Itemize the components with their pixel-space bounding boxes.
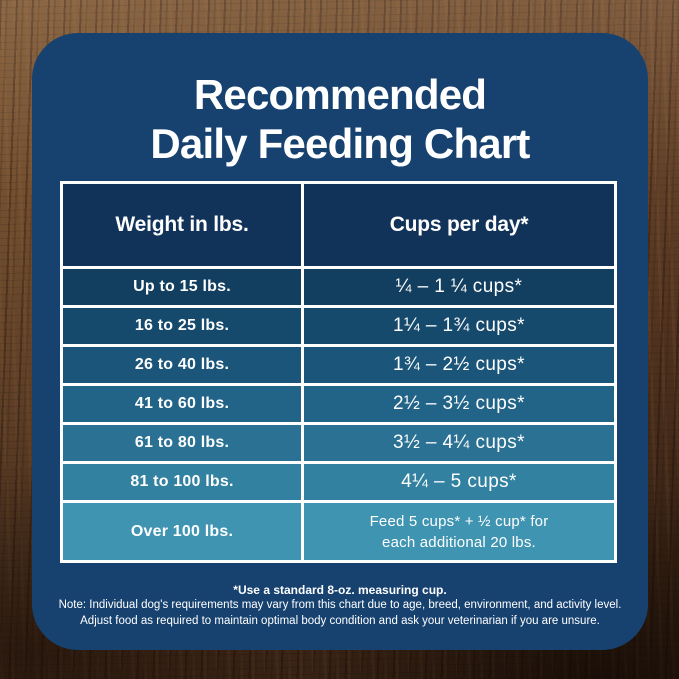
- cups-cell: ¼ – 1 ¼ cups*: [304, 269, 614, 305]
- cups-cell: 3½ – 4¼ cups*: [304, 425, 614, 461]
- cups-cell: Feed 5 cups* + ½ cup* for each additiona…: [304, 503, 614, 560]
- cups-cell: 1¼ – 1¾ cups*: [304, 308, 614, 344]
- header-weight-cell: Weight in lbs.: [63, 184, 301, 266]
- cups-cell-text: Feed 5 cups* + ½ cup* for each additiona…: [370, 511, 549, 553]
- cups-cell: 4¼ – 5 cups*: [304, 464, 614, 500]
- weight-cell: 81 to 100 lbs.: [63, 464, 301, 500]
- feeding-chart-panel: Recommended Daily Feeding Chart Weight i…: [32, 33, 648, 650]
- cups-cell: 1¾ – 2½ cups*: [304, 347, 614, 383]
- weight-cell: Up to 15 lbs.: [63, 269, 301, 305]
- weight-cell: Over 100 lbs.: [63, 503, 301, 560]
- weight-cell: 26 to 40 lbs.: [63, 347, 301, 383]
- footnotes: *Use a standard 8-oz. measuring cup. Not…: [32, 582, 648, 629]
- title-line-2: Daily Feeding Chart: [150, 120, 530, 167]
- title-line-1: Recommended: [193, 71, 487, 118]
- feeding-table: Weight in lbs. Cups per day* Up to 15 lb…: [60, 181, 617, 563]
- header-cups-cell: Cups per day*: [304, 184, 614, 266]
- weight-cell: 16 to 25 lbs.: [63, 308, 301, 344]
- footnote-measuring-cup: *Use a standard 8-oz. measuring cup.: [233, 583, 447, 597]
- weight-cell: 41 to 60 lbs.: [63, 386, 301, 422]
- cups-line-1: Feed 5 cups* + ½ cup* for: [369, 512, 549, 530]
- cups-line-2: each additional 20 lbs.: [382, 533, 536, 551]
- weight-cell: 61 to 80 lbs.: [63, 425, 301, 461]
- footnote-note: Note: Individual dog's requirements may …: [58, 599, 622, 611]
- chart-title: Recommended Daily Feeding Chart: [32, 70, 648, 168]
- cups-cell: 2½ – 3½ cups*: [304, 386, 614, 422]
- footnote-adjust: Adjust food as required to maintain opti…: [80, 614, 600, 627]
